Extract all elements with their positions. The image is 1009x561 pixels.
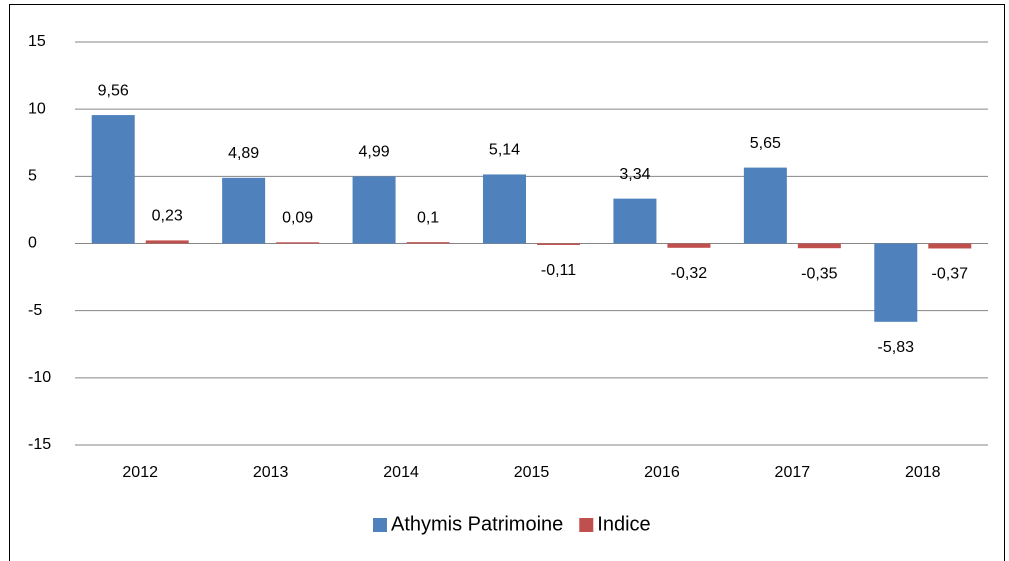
data-label: 0,1 xyxy=(417,209,439,226)
y-tick-label: 10 xyxy=(28,100,46,117)
data-label: 4,99 xyxy=(359,144,390,161)
data-label: -0,32 xyxy=(671,265,708,282)
data-label: 3,34 xyxy=(619,166,650,183)
chart-frame xyxy=(9,4,1005,561)
x-tick-label: 2012 xyxy=(122,464,158,481)
bar xyxy=(145,240,189,244)
y-tick-label: -15 xyxy=(28,436,51,453)
legend-label: Indice xyxy=(597,513,650,535)
bar xyxy=(667,243,711,248)
data-label: -0,35 xyxy=(801,265,838,282)
bar xyxy=(797,243,841,249)
bar xyxy=(406,242,450,244)
y-tick-label: 0 xyxy=(28,235,37,252)
data-label: 5,14 xyxy=(489,142,520,159)
y-tick-label: 5 xyxy=(28,168,37,185)
data-label: -0,11 xyxy=(541,262,576,279)
bar xyxy=(613,198,657,244)
data-label: 9,56 xyxy=(98,82,129,99)
bar xyxy=(874,243,918,322)
data-label: -0,37 xyxy=(932,266,969,283)
legend-swatch xyxy=(373,518,387,532)
x-tick-label: 2015 xyxy=(514,464,550,481)
data-label: 4,89 xyxy=(228,145,259,162)
x-tick-label: 2013 xyxy=(253,464,289,481)
y-tick-label: -5 xyxy=(28,302,42,319)
data-label: 5,65 xyxy=(750,135,781,152)
legend-swatch xyxy=(579,518,594,532)
bar xyxy=(537,243,580,245)
bar xyxy=(276,242,320,244)
x-tick-label: 2014 xyxy=(383,464,419,481)
data-label: 0,23 xyxy=(152,208,183,225)
bar xyxy=(91,115,135,244)
bar xyxy=(483,174,526,244)
y-tick-label: 15 xyxy=(28,33,46,50)
data-label: 0,09 xyxy=(282,210,313,227)
data-label: -5,83 xyxy=(878,339,915,356)
legend-label: Athymis Patrimoine xyxy=(391,513,563,535)
bar xyxy=(743,167,787,244)
y-tick-label: -10 xyxy=(28,369,51,386)
x-tick-label: 2016 xyxy=(644,464,680,481)
x-tick-label: 2017 xyxy=(775,464,811,481)
bar xyxy=(928,243,972,249)
bar xyxy=(352,176,396,244)
x-tick-label: 2018 xyxy=(905,464,941,481)
bar xyxy=(222,177,266,244)
